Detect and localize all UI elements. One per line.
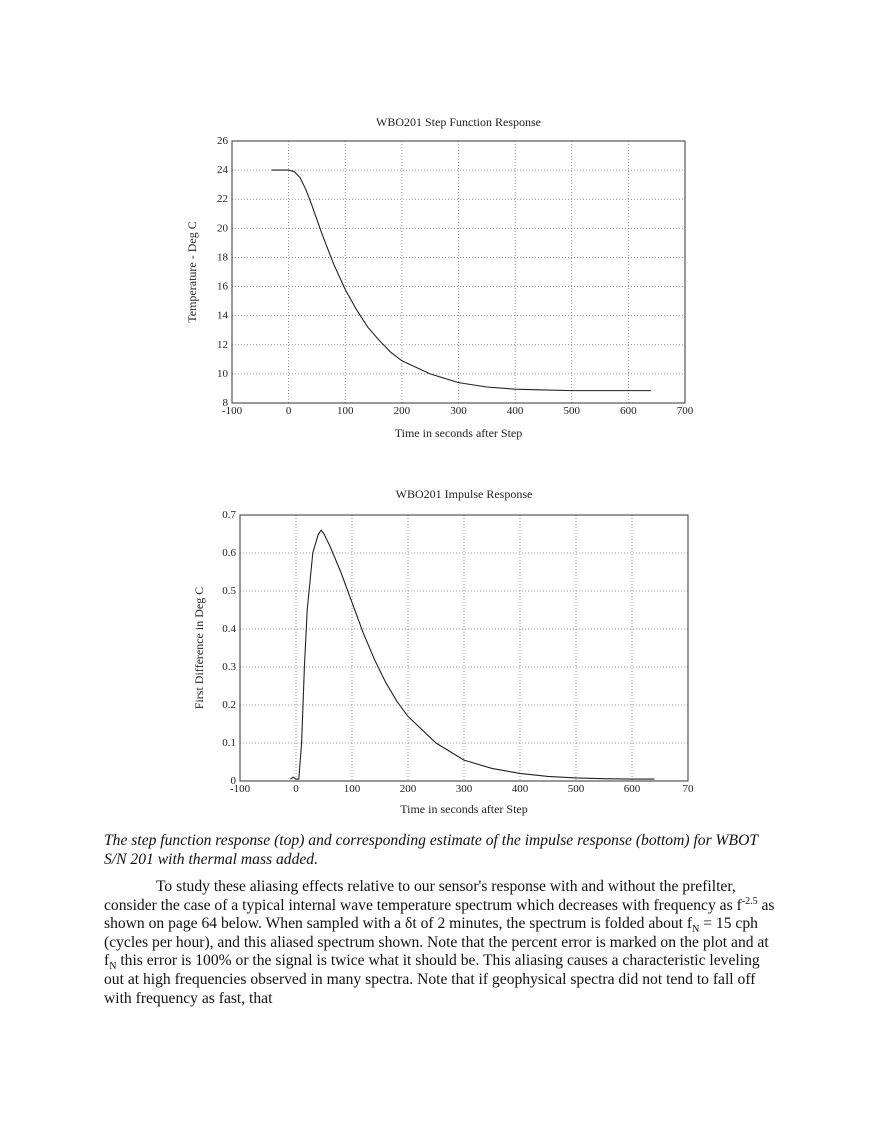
x-tick-label: 300 — [456, 783, 473, 795]
y-tick-label: 20 — [217, 222, 229, 234]
y-axis-label: First Difference in Deg C — [192, 587, 206, 709]
y-tick-label: 16 — [217, 281, 229, 293]
x-tick-label: 400 — [507, 405, 524, 417]
y-tick-label: 12 — [217, 339, 228, 351]
subscript: N — [109, 961, 117, 973]
plot-frame — [231, 140, 686, 404]
x-axis-label: Time in seconds after Step — [395, 426, 523, 440]
text: To study these aliasing effects relative… — [104, 878, 742, 914]
x-tick-label: 500 — [568, 783, 585, 795]
data-line — [271, 169, 652, 392]
y-tick-label: 0.4 — [222, 623, 236, 635]
y-tick-label: 0.6 — [222, 547, 236, 559]
x-tick-label: 100 — [337, 405, 354, 417]
x-tick-label: 500 — [564, 405, 581, 417]
x-tick-label: 100 — [344, 783, 361, 795]
x-tick-label: -100 — [222, 405, 243, 417]
plot-frame — [239, 514, 689, 782]
x-axis-label: Time in seconds after Step — [400, 802, 528, 816]
y-tick-label: 26 — [217, 135, 229, 147]
y-tick-label: 0.3 — [222, 661, 236, 673]
y-tick-label: 22 — [217, 193, 228, 205]
paragraph: To study these aliasing effects relative… — [104, 878, 780, 1008]
x-tick-label: 200 — [394, 405, 411, 417]
chart-title: WBO201 Step Function Response — [376, 115, 541, 129]
y-tick-label: 0 — [231, 775, 237, 787]
superscript: -2.5 — [741, 895, 758, 907]
y-tick-label: 0.1 — [222, 737, 236, 749]
subscript: N — [692, 924, 700, 936]
chart-bottom: WBO201 Impulse Response Time in seconds a… — [192, 487, 695, 816]
x-tick-label: 700 — [677, 405, 694, 417]
chart-title: WBO201 Impulse Response — [396, 487, 533, 501]
chart-top: WBO201 Step Function Response Time in sec… — [185, 115, 694, 440]
y-tick-label: 8 — [223, 397, 229, 409]
text: = 15 cph (cycles per hour), and this ali… — [104, 915, 769, 970]
x-tick-label: 600 — [620, 405, 637, 417]
x-tick-label: 70 — [683, 783, 695, 795]
data-line — [290, 529, 655, 780]
text: as shown on page 64 below. When sampled … — [104, 896, 775, 933]
x-tick-label: 0 — [286, 405, 292, 417]
y-tick-label: 0.5 — [222, 585, 236, 597]
y-axis-label: Temperature - Deg C — [185, 221, 199, 322]
x-tick-label: 0 — [293, 783, 299, 795]
y-tick-label: 0.7 — [222, 509, 236, 521]
caption: The step function response (top) and cor… — [104, 832, 758, 868]
x-tick-label: 400 — [512, 783, 529, 795]
y-tick-label: 18 — [217, 251, 229, 263]
x-tick-label: 300 — [450, 405, 467, 417]
text: this error is 100% or the signal is twic… — [104, 952, 760, 1007]
y-tick-label: 14 — [217, 310, 229, 322]
x-tick-label: 200 — [400, 783, 417, 795]
x-tick-label: 600 — [624, 783, 641, 795]
x-tick-label: -100 — [230, 783, 251, 795]
y-tick-label: 24 — [217, 164, 229, 176]
y-tick-label: 10 — [217, 368, 229, 380]
y-tick-label: 0.2 — [222, 699, 236, 711]
